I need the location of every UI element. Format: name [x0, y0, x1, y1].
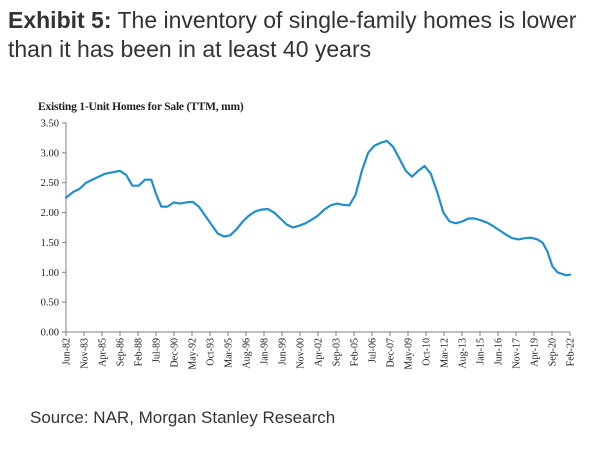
y-tick-label: 0.50: [41, 298, 59, 309]
exhibit-label: Exhibit 5:: [8, 7, 112, 33]
x-tick-label: Aug-96: [242, 338, 253, 369]
x-tick-label: Dec-07: [386, 338, 397, 367]
x-tick-label: May-09: [404, 338, 415, 370]
x-tick-label: Oct-10: [422, 338, 433, 366]
x-tick-label: Nov-83: [80, 338, 91, 369]
source-note: Source: NAR, Morgan Stanley Research: [30, 408, 336, 427]
x-tick-label: Feb-88: [134, 338, 145, 366]
x-tick-label: Jan-15: [476, 338, 487, 365]
y-tick-label: 1.50: [41, 238, 59, 249]
x-tick-label: Nov-00: [296, 338, 307, 369]
x-tick-label: Apr-19: [530, 338, 541, 367]
x-tick-label: Apr-85: [98, 338, 109, 367]
series-line: [64, 139, 572, 277]
chart-title: Existing 1-Unit Homes for Sale (TTM, mm): [38, 101, 244, 113]
x-tick-label: Sep-20: [548, 338, 559, 366]
y-tick-label: 1.00: [41, 268, 59, 279]
exhibit-heading: Exhibit 5: The inventory of single-famil…: [8, 6, 593, 64]
x-tick-label: Apr-02: [314, 338, 325, 367]
x-tick-label: May-92: [188, 338, 199, 370]
x-tick-label: Jun-82: [62, 338, 73, 365]
x-axis-ticks: Jun-82 Nov-83 Apr-85 Sep-86 Feb-88 Jul-89 Dec-…: [62, 332, 577, 370]
x-tick-label: Jun-16: [494, 338, 505, 365]
x-tick-label: Dec-90: [170, 338, 181, 367]
y-axis-ticks: 0.00 0.50 1.00 1.50 2.00 2.50 3.00 3.50: [41, 119, 66, 339]
x-tick-label: Jul-89: [152, 338, 163, 363]
x-tick-label: Jun-99: [278, 338, 289, 365]
x-tick-label: Jan-98: [260, 338, 271, 365]
x-tick-label: Feb-05: [350, 338, 361, 366]
x-tick-label: Mar-95: [224, 338, 235, 368]
x-tick-label: Mar-12: [440, 338, 451, 368]
y-tick-label: 3.50: [41, 119, 59, 130]
x-tick-label: Sep-03: [332, 338, 343, 366]
exhibit-title: The inventory of single-family homes is …: [8, 7, 577, 62]
y-tick-label: 0.00: [41, 328, 59, 339]
x-tick-label: Oct-93: [206, 338, 217, 366]
x-tick-label: Aug-13: [458, 338, 469, 369]
x-tick-label: Feb-22: [566, 338, 577, 366]
y-tick-label: 3.00: [41, 148, 59, 159]
x-tick-label: Nov-17: [512, 338, 523, 369]
y-tick-label: 2.00: [41, 208, 59, 219]
x-tick-label: Sep-86: [116, 338, 127, 366]
y-tick-label: 2.50: [41, 178, 59, 189]
x-tick-label: Jul-06: [368, 338, 379, 363]
